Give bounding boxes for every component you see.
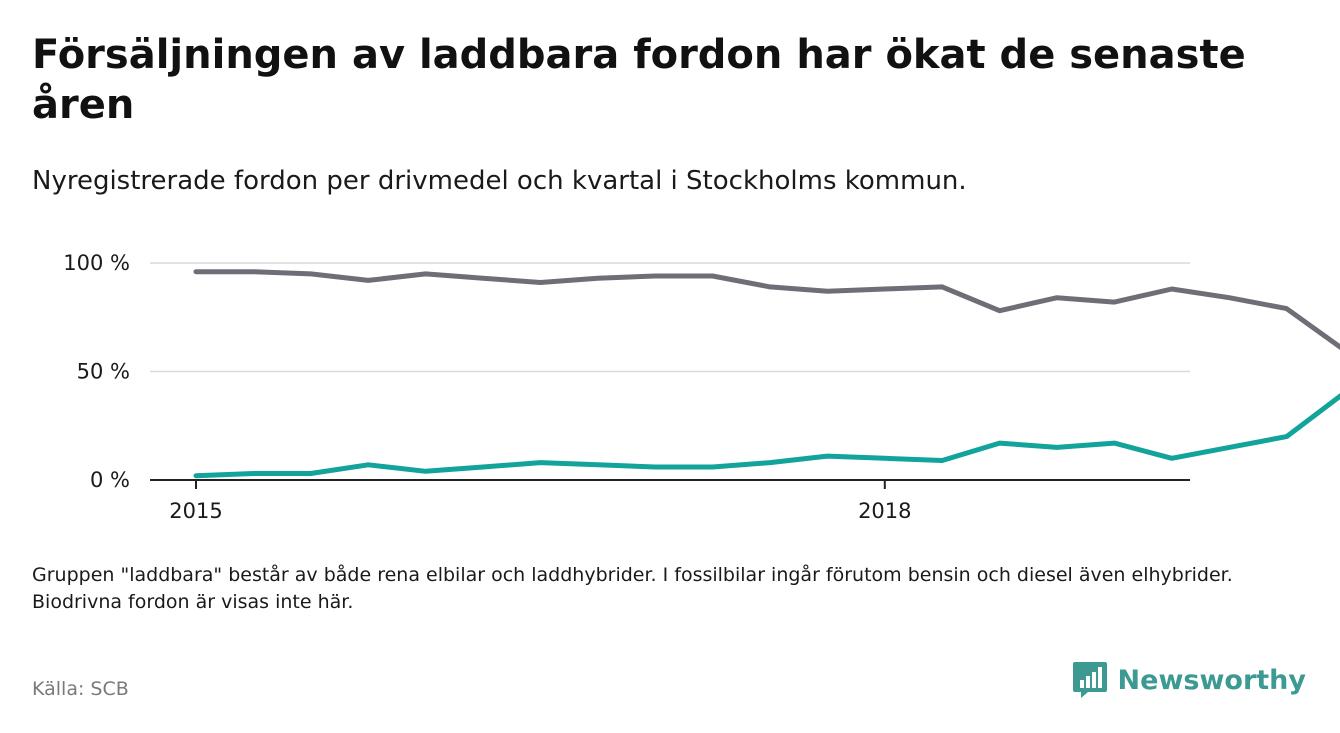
y-tick-label: 0 % bbox=[90, 468, 130, 492]
y-axis-labels: 0 % 50 % 100 % bbox=[63, 251, 130, 492]
x-axis-labels: 2015201820212023 bbox=[169, 499, 911, 523]
chart-title: Försäljningen av laddbara fordon har öka… bbox=[32, 32, 1246, 128]
brand-name: Newsworthy bbox=[1117, 664, 1306, 696]
footnote: Gruppen "laddbara" består av både rena e… bbox=[32, 564, 1233, 613]
y-tick-label: 100 % bbox=[63, 251, 130, 275]
source-credit: Källa: SCB bbox=[32, 678, 129, 700]
line-chart: 0 %50 %100 % 2015201820212023 LaddbaraFo… bbox=[63, 251, 1340, 523]
bar-chart-speech-bubble-icon bbox=[1072, 662, 1107, 698]
series-line-fossilbilar bbox=[193, 269, 1340, 351]
series-line-laddbara bbox=[193, 393, 1340, 479]
grid-lines bbox=[150, 262, 1190, 373]
brand-logo: Newsworthy bbox=[1072, 660, 1306, 700]
x-tick-label: 2018 bbox=[858, 499, 911, 523]
y-tick-label: 50 % bbox=[77, 360, 130, 384]
x-axis bbox=[150, 479, 1190, 489]
chart-subtitle: Nyregistrerade fordon per drivmedel och … bbox=[32, 166, 967, 196]
series-lines bbox=[193, 269, 1340, 479]
x-tick-label: 2015 bbox=[169, 499, 222, 523]
